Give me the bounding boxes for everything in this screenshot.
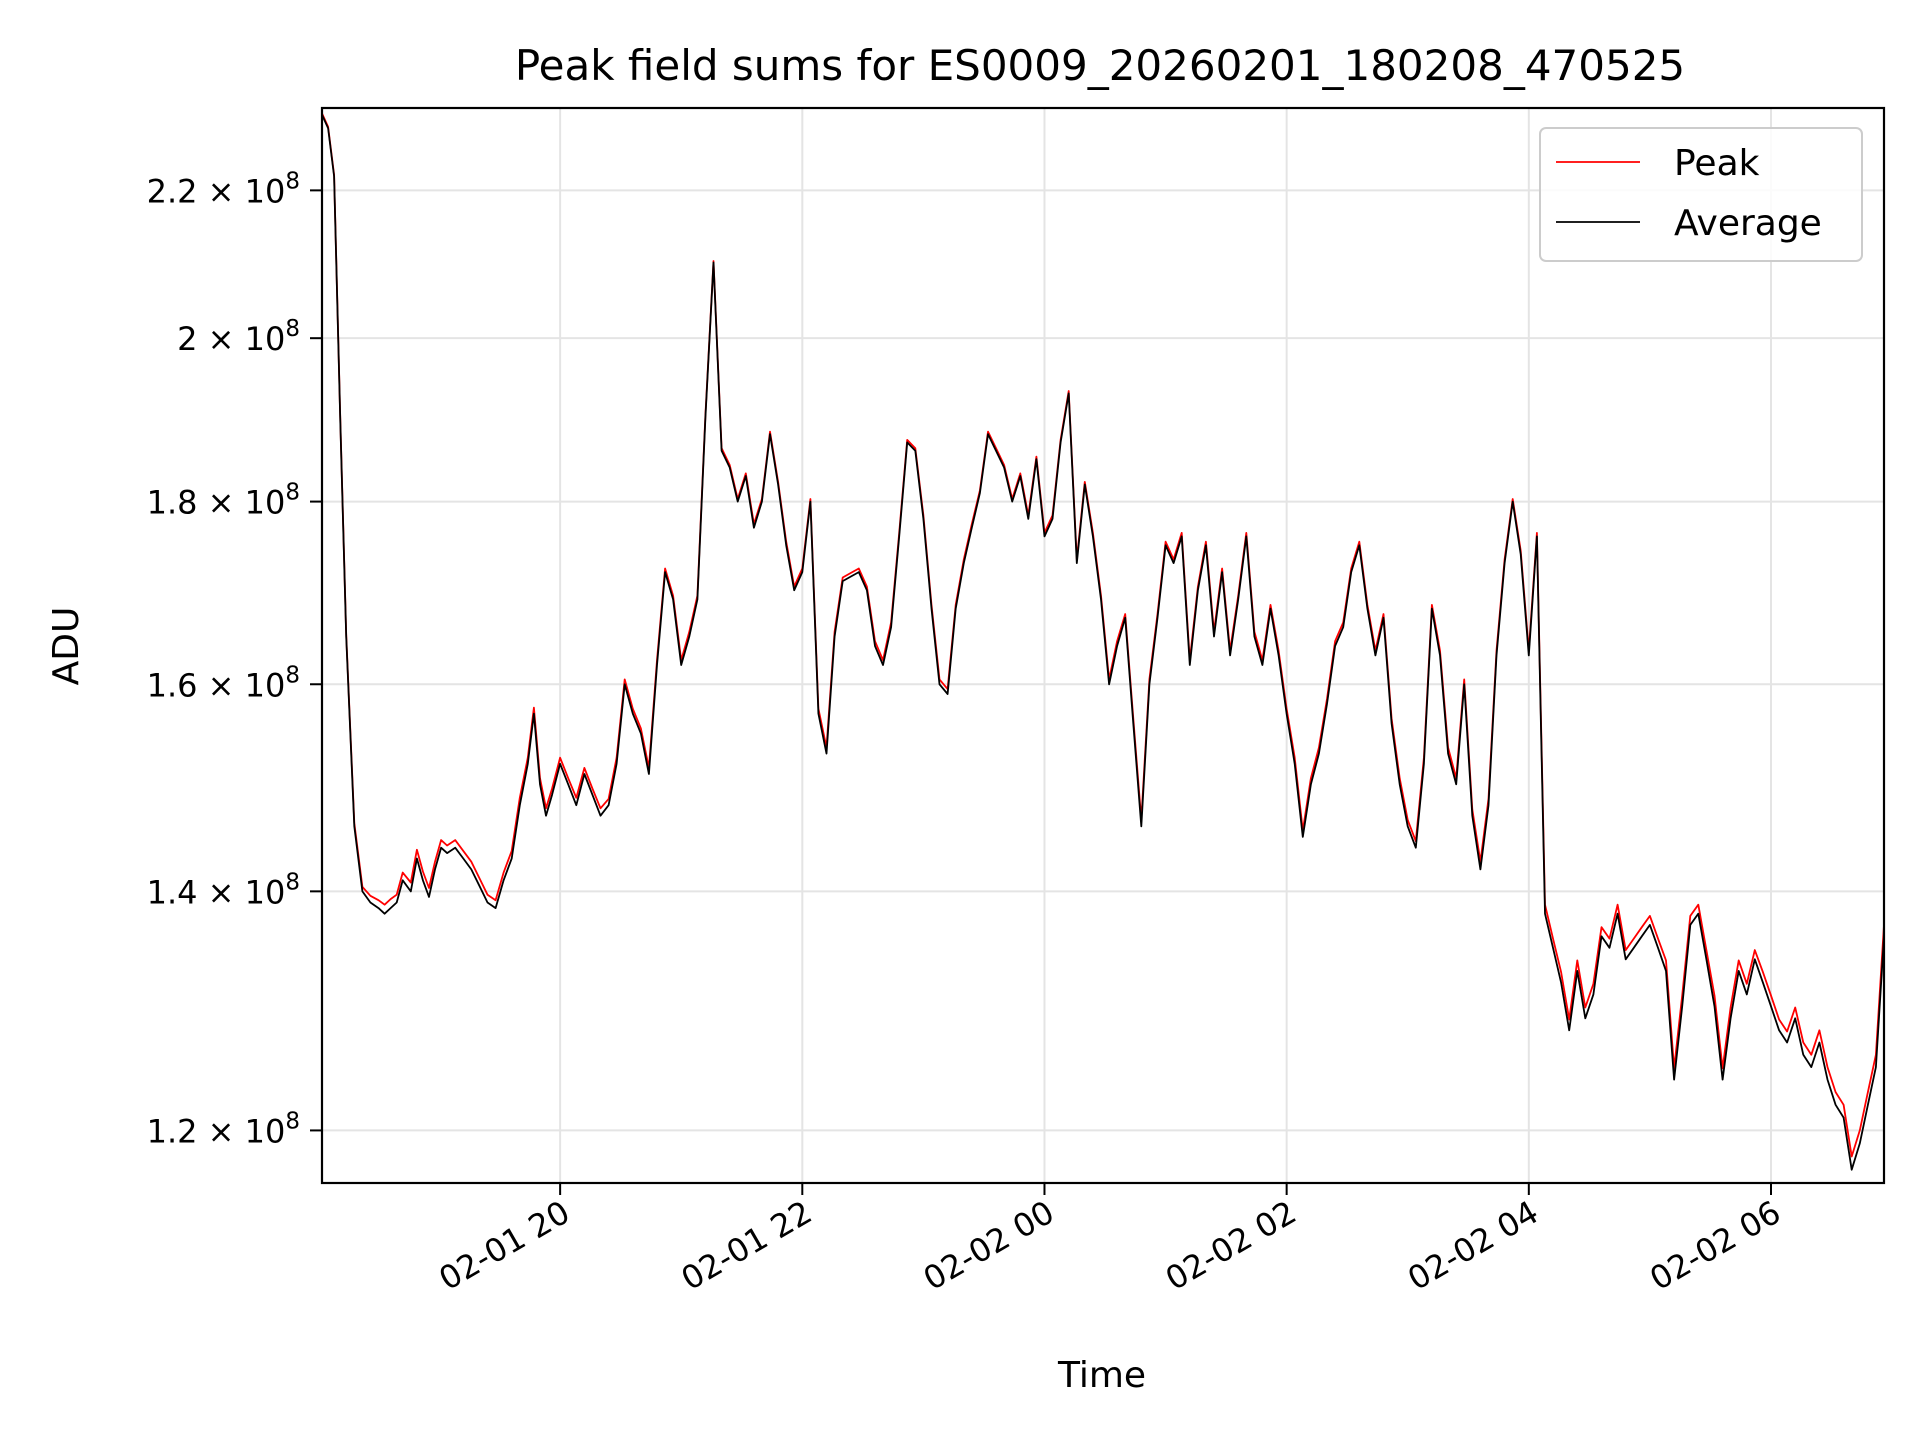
grid [322,108,1884,1183]
y-axis-label: ADU [46,607,87,686]
y-tick-label: 1.2 × 108 [147,1108,300,1150]
x-axis-label: Time [1057,1355,1146,1396]
y-tick-label: 1.6 × 108 [147,662,300,704]
series-line-average [321,114,1885,1171]
y-tick-label: 2 × 108 [177,316,300,358]
series-line-peak [321,113,1885,1158]
series-layer [321,113,1885,1171]
legend-label-average: Average [1674,203,1822,244]
y-ticks: 1.2 × 108 1.4 × 108 1.6 × 108 1.8 × 108 2 × … [147,168,322,1150]
plot-frame [320,106,1886,1185]
y-tick-label: 1.8 × 108 [147,480,300,522]
y-tick-label: 1.4 × 108 [147,869,300,911]
legend-label-peak: Peak [1674,143,1760,184]
y-tick-label: 2.2 × 108 [147,168,300,210]
legend: Peak Average [1539,127,1863,262]
chart-title: Peak field sums for ES0009_20260201_1802… [515,41,1685,90]
